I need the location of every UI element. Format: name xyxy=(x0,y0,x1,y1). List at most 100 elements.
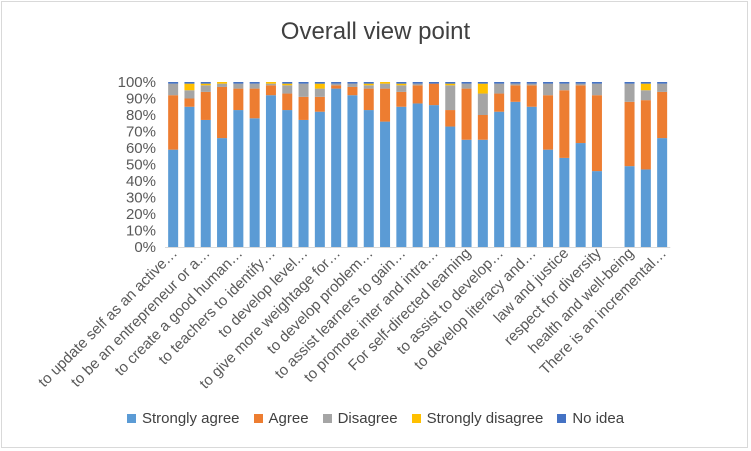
bar-segment-strongly-agree xyxy=(543,149,554,247)
bar-segment-agree xyxy=(640,100,651,170)
chart-title: Overall view point xyxy=(280,18,471,45)
bar-segment-no-idea xyxy=(543,82,554,84)
bar-segment-strongly-agree xyxy=(217,138,228,247)
bar-segment-agree xyxy=(233,88,244,111)
bar-segment-strongly-agree xyxy=(396,106,407,247)
legend-swatch xyxy=(253,414,263,423)
bar-segment-strongly-agree xyxy=(477,139,488,247)
bar-segment-strongly-disagree xyxy=(445,83,456,86)
bar-segment-agree xyxy=(494,93,505,112)
legend-swatch xyxy=(126,414,136,423)
bar-segment-no-idea xyxy=(298,82,309,84)
bar-segment-strongly-agree xyxy=(461,139,472,247)
bar-segment-strongly-agree xyxy=(428,105,439,247)
bar-segment-disagree xyxy=(380,83,391,89)
bar-segment-strongly-disagree xyxy=(314,83,325,89)
bar-segment-agree xyxy=(543,95,554,150)
bar-segment-no-idea xyxy=(314,82,325,84)
bar-segment-disagree xyxy=(331,83,342,86)
y-tick-label: 40% xyxy=(126,173,156,190)
legend-item: Strongly agree xyxy=(126,410,240,427)
bar-segment-strongly-disagree xyxy=(282,83,293,86)
bar-segment-no-idea xyxy=(640,82,651,84)
legend-swatch xyxy=(557,414,567,423)
bar-segment-strongly-agree xyxy=(363,110,374,247)
legend-label: Strongly agree xyxy=(141,410,240,427)
legend: Strongly agree Agree Disagree Strongly disa… xyxy=(0,410,751,427)
bar-segment-agree xyxy=(200,91,211,120)
bar-segment-no-idea xyxy=(347,82,358,84)
bar-segment-no-idea xyxy=(510,82,521,84)
bar-segment-disagree xyxy=(217,83,228,87)
bar-segment-strongly-agree xyxy=(657,138,668,247)
bar-segment-agree xyxy=(575,85,586,144)
bar-segment-disagree xyxy=(559,83,570,91)
bar-segment-disagree xyxy=(396,85,407,92)
bar-segment-disagree xyxy=(200,85,211,92)
bar-segment-no-idea xyxy=(200,82,211,84)
bar-segment-strongly-agree xyxy=(347,95,358,247)
legend-swatch xyxy=(322,414,332,423)
y-tick-label: 20% xyxy=(126,206,156,223)
bar-segment-agree xyxy=(217,86,228,139)
bar-segment-no-idea xyxy=(412,82,423,84)
bar-segment-agree xyxy=(314,96,325,112)
bar-segment-agree xyxy=(461,88,472,140)
legend-item: Agree xyxy=(253,410,309,427)
bar-segment-disagree xyxy=(526,83,537,86)
bar-segment-agree xyxy=(445,110,456,127)
bar-segment-disagree xyxy=(363,85,374,89)
bar-segment-agree xyxy=(428,83,439,106)
bar-segment-strongly-agree xyxy=(331,88,342,247)
bar-segment-disagree xyxy=(347,83,358,87)
bar-segment-strongly-agree xyxy=(380,121,391,247)
y-tick-label: 80% xyxy=(126,107,156,124)
bar-segment-no-idea xyxy=(477,82,488,84)
bar-segment-no-idea xyxy=(624,82,635,84)
bar-segment-strongly-disagree xyxy=(200,83,211,86)
bar-segment-strongly-agree xyxy=(640,169,651,247)
bar-segment-strongly-agree xyxy=(494,111,505,247)
legend-label: Disagree xyxy=(337,410,398,427)
bar-segment-no-idea xyxy=(494,82,505,84)
y-tick-label: 60% xyxy=(126,140,156,157)
bar-segment-disagree xyxy=(543,83,554,96)
bar-segment-agree xyxy=(412,85,423,104)
y-tick-label: 90% xyxy=(126,91,156,108)
bar-segment-disagree xyxy=(640,90,651,101)
bar-segment-no-idea xyxy=(428,82,439,84)
bar-segment-agree xyxy=(184,98,195,107)
bar-segment-no-idea xyxy=(526,82,537,84)
bar-segment-disagree xyxy=(510,83,521,86)
y-tick-label: 10% xyxy=(126,223,156,240)
x-tick-label: to be an entrepreneur or a… xyxy=(68,245,214,391)
bar-segment-agree xyxy=(265,85,276,96)
bar-segment-strongly-agree xyxy=(445,126,456,247)
bar-segment-agree xyxy=(331,85,342,89)
bar-segment-agree xyxy=(624,101,635,167)
bar-segment-no-idea xyxy=(168,82,179,84)
bar-segment-disagree xyxy=(575,83,586,86)
bar-segment-strongly-agree xyxy=(575,143,586,247)
legend-item: No idea xyxy=(557,410,624,427)
bar-segment-strongly-disagree xyxy=(640,83,651,91)
y-tick-label: 70% xyxy=(126,124,156,141)
bar-segment-strongly-agree xyxy=(314,111,325,247)
bar-segment-agree xyxy=(396,91,407,107)
bar-segment-strongly-disagree xyxy=(363,83,374,86)
bar-segment-no-idea xyxy=(184,82,195,84)
bar-segment-agree xyxy=(347,86,358,96)
bar-segment-strongly-agree xyxy=(200,119,211,247)
bar-segment-agree xyxy=(282,93,293,111)
bar-segment-disagree xyxy=(445,85,456,111)
bar-segment-no-idea xyxy=(559,82,570,84)
bar-segment-strongly-agree xyxy=(526,106,537,247)
bar-segment-agree xyxy=(380,88,391,122)
bar-segment-strongly-disagree xyxy=(265,82,276,84)
y-tick-label: 50% xyxy=(126,157,156,174)
legend-swatch xyxy=(411,414,421,423)
bar-segment-no-idea xyxy=(445,82,456,84)
bar-segment-strongly-disagree xyxy=(380,82,391,84)
